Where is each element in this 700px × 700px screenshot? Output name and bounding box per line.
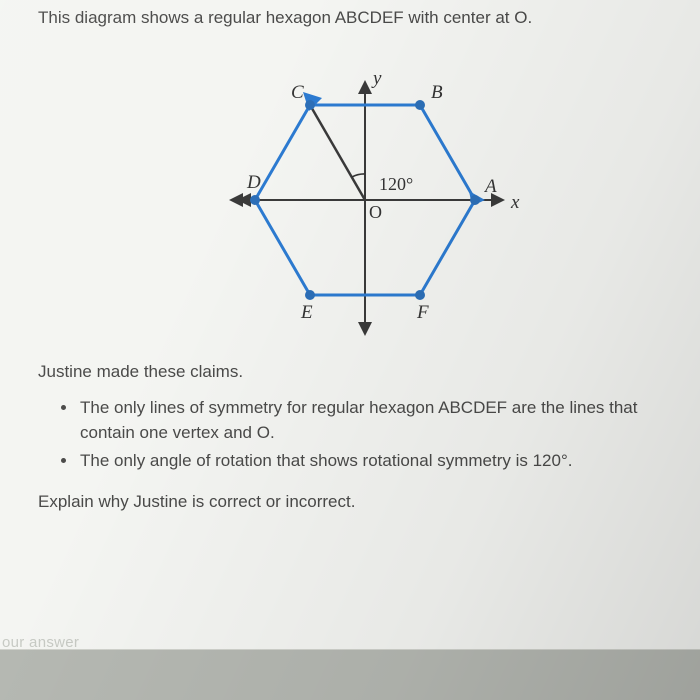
vertex-b-dot (415, 100, 425, 110)
vertex-e-dot (305, 290, 315, 300)
label-a: A (483, 176, 497, 197)
label-e: E (300, 302, 313, 323)
label-o: O (369, 202, 382, 222)
vertex-a-dot (470, 195, 480, 205)
claim-item: The only lines of symmetry for regular h… (78, 396, 692, 445)
angle-label: 120° (379, 174, 413, 194)
claims-list: The only lines of symmetry for regular h… (78, 396, 692, 474)
claim-item: The only angle of rotation that shows ro… (78, 449, 692, 474)
label-b: B (431, 82, 443, 103)
label-d: D (246, 172, 261, 193)
claims-intro: Justine made these claims. (38, 362, 692, 382)
question-card: This diagram shows a regular hexagon ABC… (0, 0, 700, 650)
hexagon-diagram: x y 120° (185, 32, 545, 352)
diagram-container: x y 120° (38, 32, 692, 352)
intro-text: This diagram shows a regular hexagon ABC… (38, 8, 692, 28)
vertex-f-dot (415, 290, 425, 300)
answer-input-placeholder[interactable]: our answer (2, 634, 79, 651)
x-axis-left-arrow-2 (229, 193, 243, 207)
y-axis-arrowhead-up (358, 80, 372, 94)
label-c: C (291, 82, 304, 103)
segment-oc (310, 105, 365, 200)
y-axis-arrowhead-down (358, 322, 372, 336)
y-axis-label: y (371, 68, 382, 89)
vertex-c-dot (305, 100, 315, 110)
x-axis-label: x (510, 192, 520, 213)
hex-edge-cd (255, 105, 310, 200)
vertex-d-dot (250, 195, 260, 205)
angle-arc (352, 174, 365, 177)
label-f: F (416, 302, 429, 323)
explain-prompt: Explain why Justine is correct or incorr… (38, 492, 692, 512)
